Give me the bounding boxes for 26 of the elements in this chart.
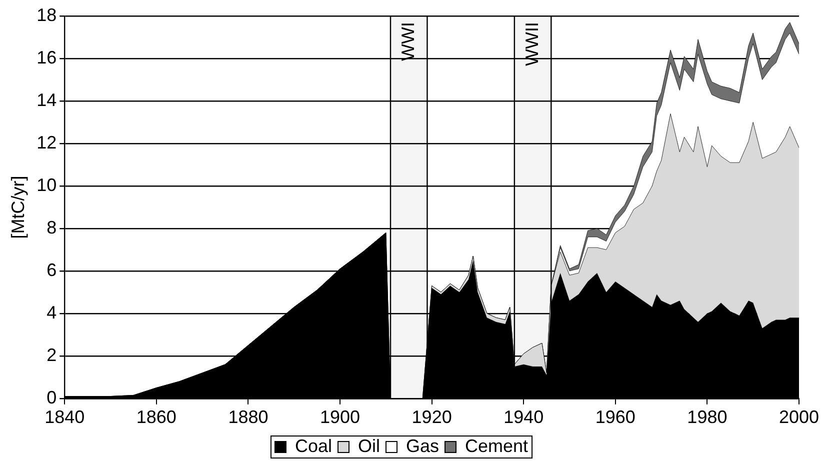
y-tick-label: 14 [36, 90, 57, 110]
x-tick-label: 1880 [228, 407, 268, 428]
y-tick-label: 0 [46, 387, 57, 408]
y-tick-label: 12 [36, 132, 57, 152]
y-tick-label: 8 [46, 217, 57, 238]
x-tick-label: 1940 [504, 407, 544, 428]
legend-label: Gas [406, 436, 440, 456]
legend-label: Oil [358, 436, 380, 456]
y-tick-label: 6 [46, 260, 57, 280]
x-tick-label: 1960 [595, 407, 636, 428]
x-tick-label: 2000 [778, 407, 820, 428]
y-tick-label: 18 [36, 4, 57, 25]
y-tick-label: 4 [46, 302, 57, 322]
legend-label: Coal [294, 436, 332, 456]
x-tick-label: 1920 [412, 407, 452, 428]
band-label: WWII [522, 22, 542, 66]
x-tick-label: 1860 [136, 407, 176, 428]
y-tick-label: 2 [46, 344, 57, 365]
x-tick-label: 1980 [687, 407, 728, 428]
legend-label: Cement [465, 436, 528, 456]
band-label: WWI [398, 22, 418, 61]
x-tick-label: 1840 [44, 407, 85, 428]
y-tick-label: 16 [36, 47, 57, 68]
x-tick-label: 1900 [320, 407, 360, 428]
y-axis-title: [MtC/yr] [8, 176, 28, 239]
y-tick-label: 10 [36, 174, 57, 195]
